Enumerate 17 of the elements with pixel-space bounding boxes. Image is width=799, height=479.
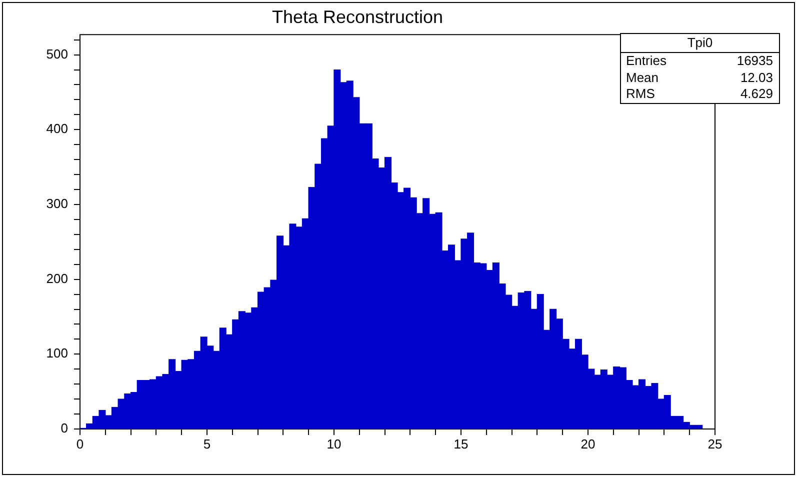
annotation: Tpi0: [621, 34, 779, 53]
y-tick-label: 0: [60, 420, 68, 436]
x-tick-label: 5: [203, 436, 211, 452]
text: Mean 12.03: [626, 70, 773, 84]
x-tick-label: 0: [76, 436, 84, 452]
y-tick-label: 500: [46, 46, 68, 62]
chart-title: Theta Reconstruction: [272, 6, 444, 27]
y-tick-label: 100: [46, 346, 68, 361]
text: RMS 4.629: [626, 86, 773, 101]
text: Entries 16935: [626, 53, 773, 68]
y-tick-label: 400: [46, 121, 68, 136]
x-tick-label: 10: [326, 436, 342, 452]
y-tick-label: 200: [46, 270, 68, 286]
y-tick-label: 300: [46, 196, 68, 212]
x-tick-label: 20: [580, 436, 596, 452]
x-tick-label: 15: [454, 436, 468, 452]
x-tick-label: 25: [708, 436, 722, 452]
